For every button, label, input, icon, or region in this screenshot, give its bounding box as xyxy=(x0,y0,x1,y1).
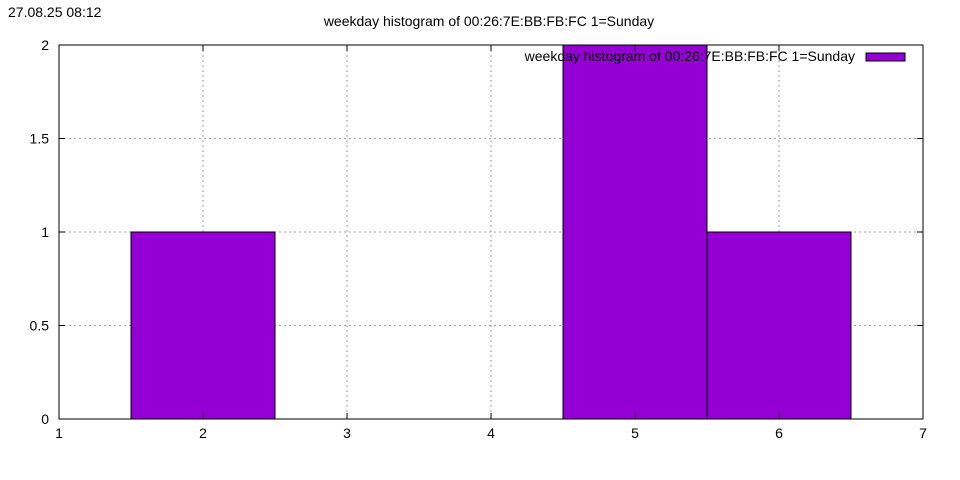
x-tick-label: 5 xyxy=(631,425,639,441)
histogram-bar xyxy=(130,231,276,420)
bars xyxy=(130,44,852,420)
x-tick-label: 2 xyxy=(199,425,207,441)
timestamp: 27.08.25 08:12 xyxy=(8,4,102,20)
x-tick-label: 7 xyxy=(919,425,927,441)
histogram-bar xyxy=(562,44,708,420)
y-tick-label: 0.5 xyxy=(30,318,50,334)
x-tick-label: 6 xyxy=(775,425,783,441)
legend-label: weekday histogram of 00:26:7E:BB:FB:FC 1… xyxy=(524,48,855,64)
y-tick-label: 2 xyxy=(41,37,49,53)
x-tick-label: 1 xyxy=(55,425,63,441)
histogram-bar xyxy=(706,231,852,420)
x-tick-label: 4 xyxy=(487,425,495,441)
legend-swatch xyxy=(865,52,906,62)
y-tick-label: 0 xyxy=(41,411,49,427)
legend: weekday histogram of 00:26:7E:BB:FB:FC 1… xyxy=(524,48,906,64)
chart-title: weekday histogram of 00:26:7E:BB:FB:FC 1… xyxy=(323,13,654,29)
x-tick-label: 3 xyxy=(343,425,351,441)
ticks: 1 2 3 4 5 6 7 0 0.5 1 1.5 2 xyxy=(30,37,928,441)
y-tick-label: 1 xyxy=(41,224,49,240)
y-tick-label: 1.5 xyxy=(30,131,50,147)
